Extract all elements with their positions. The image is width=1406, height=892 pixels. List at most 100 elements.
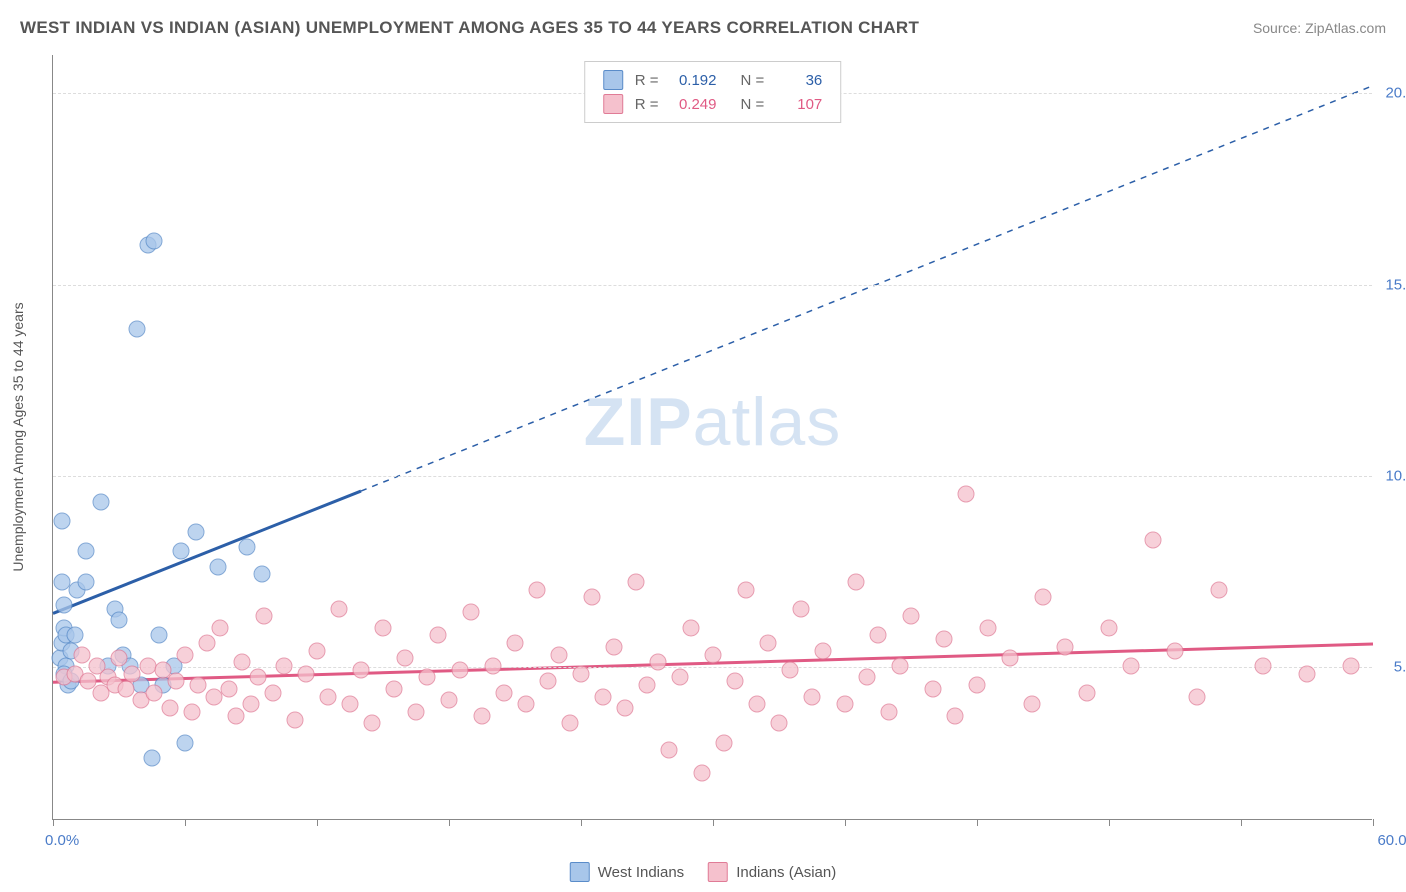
data-point — [1002, 650, 1019, 667]
data-point — [128, 321, 145, 338]
data-point — [837, 696, 854, 713]
legend-row: R = 0.192 N = 36 — [603, 68, 823, 92]
x-max-label: 60.0% — [1377, 832, 1406, 849]
plot-area: Unemployment Among Ages 35 to 44 years Z… — [52, 55, 1372, 820]
data-point — [1079, 684, 1096, 701]
data-point — [650, 654, 667, 671]
legend-r-value: 0.192 — [671, 72, 717, 89]
data-point — [331, 600, 348, 617]
x-tick — [977, 819, 978, 826]
legend-n-label: N = — [741, 96, 765, 113]
data-point — [463, 604, 480, 621]
data-point — [177, 734, 194, 751]
x-tick — [449, 819, 450, 826]
data-point — [881, 703, 898, 720]
data-point — [903, 608, 920, 625]
data-point — [111, 650, 128, 667]
data-point — [727, 673, 744, 690]
data-point — [617, 700, 634, 717]
data-point — [804, 688, 821, 705]
data-point — [243, 696, 260, 713]
data-point — [139, 658, 156, 675]
data-point — [716, 734, 733, 751]
data-point — [210, 558, 227, 575]
data-point — [67, 627, 84, 644]
data-point — [298, 665, 315, 682]
data-point — [124, 665, 141, 682]
data-point — [639, 677, 656, 694]
data-point — [183, 703, 200, 720]
data-point — [172, 543, 189, 560]
legend-swatch — [708, 862, 728, 882]
data-point — [782, 661, 799, 678]
legend-r-label: R = — [635, 72, 659, 89]
data-point — [221, 680, 238, 697]
legend-n-label: N = — [741, 72, 765, 89]
data-point — [980, 619, 997, 636]
y-tick-label: 15.0% — [1385, 276, 1406, 293]
data-point — [375, 619, 392, 636]
y-tick-label: 10.0% — [1385, 467, 1406, 484]
data-point — [320, 688, 337, 705]
chart-title: WEST INDIAN VS INDIAN (ASIAN) UNEMPLOYME… — [20, 18, 919, 38]
data-point — [1299, 665, 1316, 682]
x-tick — [185, 819, 186, 826]
data-point — [760, 635, 777, 652]
data-point — [342, 696, 359, 713]
data-point — [683, 619, 700, 636]
data-point — [397, 650, 414, 667]
data-point — [276, 658, 293, 675]
data-point — [947, 707, 964, 724]
data-point — [56, 596, 73, 613]
data-point — [146, 684, 163, 701]
data-point — [815, 642, 832, 659]
data-point — [212, 619, 229, 636]
x-tick — [845, 819, 846, 826]
data-point — [672, 669, 689, 686]
data-point — [661, 742, 678, 759]
legend-series-item: Indians (Asian) — [708, 862, 836, 882]
data-point — [771, 715, 788, 732]
data-point — [1189, 688, 1206, 705]
data-point — [518, 696, 535, 713]
data-point — [117, 680, 134, 697]
data-point — [1255, 658, 1272, 675]
data-point — [205, 688, 222, 705]
data-point — [168, 673, 185, 690]
data-point — [1211, 581, 1228, 598]
x-tick — [317, 819, 318, 826]
data-point — [353, 661, 370, 678]
data-point — [595, 688, 612, 705]
data-point — [419, 669, 436, 686]
gridline — [53, 667, 1372, 668]
data-point — [1343, 658, 1360, 675]
data-point — [287, 711, 304, 728]
data-point — [496, 684, 513, 701]
y-tick-label: 20.0% — [1385, 85, 1406, 102]
data-point — [848, 573, 865, 590]
data-point — [1024, 696, 1041, 713]
x-tick — [53, 819, 54, 826]
data-point — [694, 765, 711, 782]
data-point — [474, 707, 491, 724]
data-point — [892, 658, 909, 675]
data-point — [452, 661, 469, 678]
data-point — [238, 539, 255, 556]
data-point — [73, 646, 90, 663]
data-point — [53, 512, 70, 529]
x-tick — [713, 819, 714, 826]
data-point — [529, 581, 546, 598]
data-point — [551, 646, 568, 663]
data-point — [188, 524, 205, 541]
data-point — [265, 684, 282, 701]
data-point — [199, 635, 216, 652]
data-point — [93, 493, 110, 510]
legend-n-value: 36 — [776, 72, 822, 89]
data-point — [146, 233, 163, 250]
data-point — [386, 680, 403, 697]
data-point — [606, 638, 623, 655]
legend-r-label: R = — [635, 96, 659, 113]
data-point — [870, 627, 887, 644]
data-point — [364, 715, 381, 732]
data-point — [793, 600, 810, 617]
